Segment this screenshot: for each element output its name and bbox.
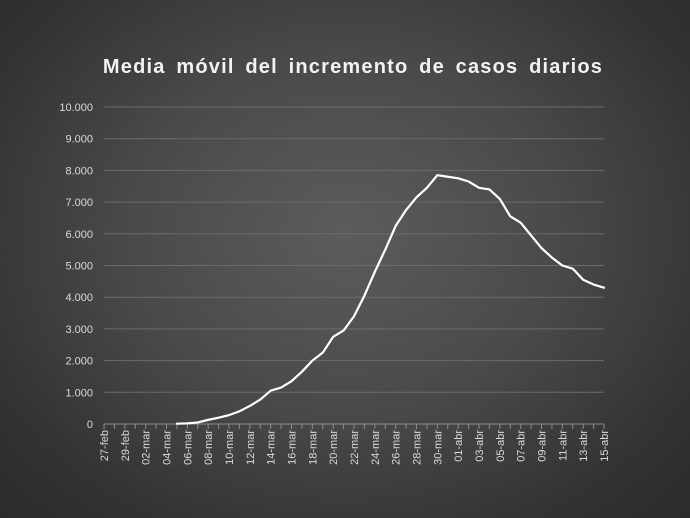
data-point <box>446 175 449 178</box>
data-point <box>207 418 210 421</box>
data-point <box>259 398 262 401</box>
data-point <box>592 283 595 286</box>
data-point <box>415 196 418 199</box>
x-tick-label: 28-mar <box>412 430 424 465</box>
data-point <box>186 422 189 425</box>
y-tick-label: 4.000 <box>65 292 93 304</box>
x-tick-label: 15-abr <box>599 430 611 462</box>
x-axis <box>103 423 605 429</box>
data-point <box>530 234 532 237</box>
y-axis-tick-labels: 0 1.000 2.000 3.000 4.000 5.000 6.000 7.000 8.00… <box>59 102 93 431</box>
y-tick-label: 8.000 <box>65 165 93 177</box>
y-tick-label: 9.000 <box>65 134 93 146</box>
y-tick-label: 1.000 <box>65 387 93 399</box>
y-tick-label: 5.000 <box>65 261 93 273</box>
data-point <box>280 386 282 389</box>
data-point <box>311 359 314 362</box>
x-tick-label: 11-abr <box>557 430 569 461</box>
x-tick-label: 02-mar <box>141 430 153 465</box>
x-axis-tick-labels: 27-feb 29-feb 02-mar 04-mar 06-mar 08-mar 10-m… <box>99 430 611 465</box>
data-point <box>321 351 324 354</box>
data-point <box>561 264 564 267</box>
data-point <box>436 174 439 177</box>
x-tick-label: 22-mar <box>349 430 361 465</box>
x-tick-label: 30-mar <box>432 430 444 465</box>
data-point <box>384 248 387 251</box>
x-tick-label: 20-mar <box>328 430 340 465</box>
data-point <box>603 286 605 289</box>
y-tick-label: 7.000 <box>65 197 93 209</box>
data-point <box>196 421 199 424</box>
x-tick-label: 06-mar <box>182 430 194 465</box>
data-point <box>394 224 397 227</box>
data-point <box>353 315 355 318</box>
x-tick-label: 09-abr <box>537 430 549 462</box>
data-point <box>551 256 553 259</box>
x-tick-label: 29-feb <box>120 430 132 461</box>
data-point <box>488 188 491 191</box>
data-point <box>467 180 470 183</box>
data-point <box>373 270 376 273</box>
data-point <box>498 198 501 200</box>
data-point <box>269 389 272 392</box>
x-tick-label: 03-abr <box>474 430 486 462</box>
x-tick-label: 07-abr <box>516 430 528 462</box>
series-layer <box>175 174 606 425</box>
data-point <box>478 186 480 189</box>
series-line <box>175 174 606 425</box>
data-point <box>582 278 585 281</box>
data-point <box>176 422 178 425</box>
data-point <box>217 416 220 419</box>
x-tick-label: 16-mar <box>287 430 299 465</box>
x-tick-label: 08-mar <box>203 430 215 465</box>
y-tick-label: 6.000 <box>65 229 93 241</box>
data-point <box>301 370 303 373</box>
data-point <box>228 414 230 417</box>
gridlines <box>104 106 604 393</box>
x-tick-label: 05-abr <box>495 430 507 462</box>
data-point <box>571 267 574 270</box>
data-point <box>509 215 512 218</box>
x-tick-label: 01-abr <box>453 430 465 462</box>
data-point <box>363 294 366 297</box>
data-point <box>238 410 241 413</box>
x-tick-label: 26-mar <box>391 430 403 465</box>
data-point <box>519 221 522 224</box>
x-tick-label: 27-feb <box>99 430 111 461</box>
data-point <box>405 209 407 211</box>
data-point <box>540 247 543 249</box>
y-tick-label: 3.000 <box>65 324 93 336</box>
y-tick-label: 2.000 <box>65 356 93 368</box>
data-point <box>457 177 460 180</box>
data-point <box>332 335 335 338</box>
data-point <box>342 329 345 332</box>
x-tick-label: 14-mar <box>266 430 278 465</box>
data-point <box>248 405 251 407</box>
x-tick-label: 13-abr <box>578 430 590 462</box>
x-tick-label: 24-mar <box>370 430 382 465</box>
x-tick-label: 12-mar <box>245 430 257 465</box>
data-point <box>426 186 428 189</box>
chart-title: Media móvil del incremento de casos diar… <box>102 56 604 78</box>
y-tick-label: 0 <box>87 419 93 431</box>
x-tick-label: 18-mar <box>307 430 319 465</box>
data-point <box>290 380 293 383</box>
y-tick-label: 10.000 <box>59 102 93 114</box>
x-tick-label: 10-mar <box>224 430 236 465</box>
x-tick-label: 04-mar <box>162 430 174 465</box>
